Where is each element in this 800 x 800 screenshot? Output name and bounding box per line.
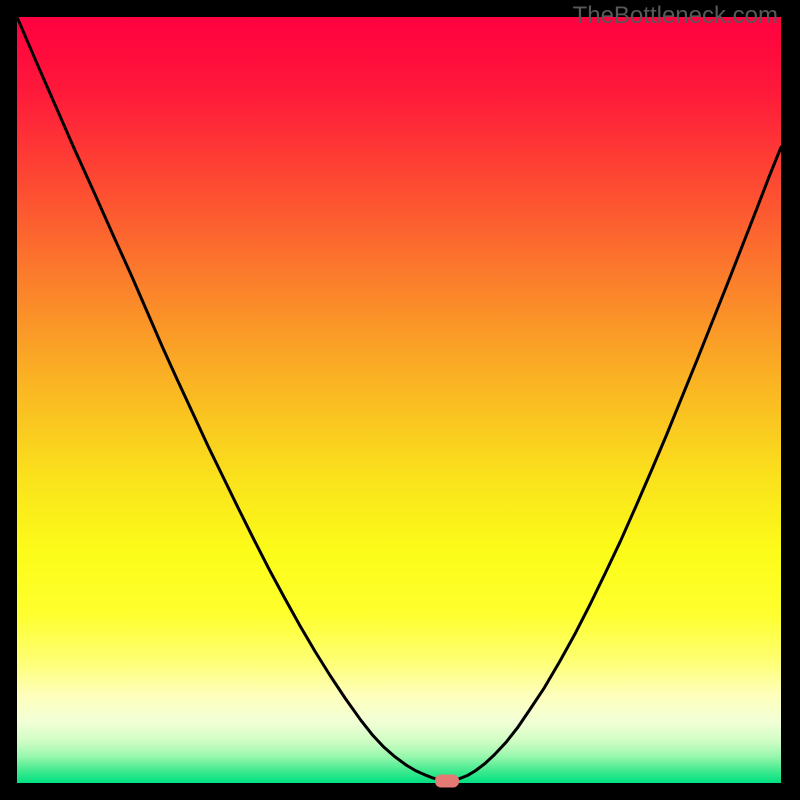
plot-area	[17, 17, 781, 783]
curve-layer	[17, 17, 781, 783]
watermark-text: TheBottleneck.com	[573, 2, 778, 30]
figure-canvas: TheBottleneck.com	[0, 0, 800, 800]
minimum-marker	[435, 774, 459, 787]
